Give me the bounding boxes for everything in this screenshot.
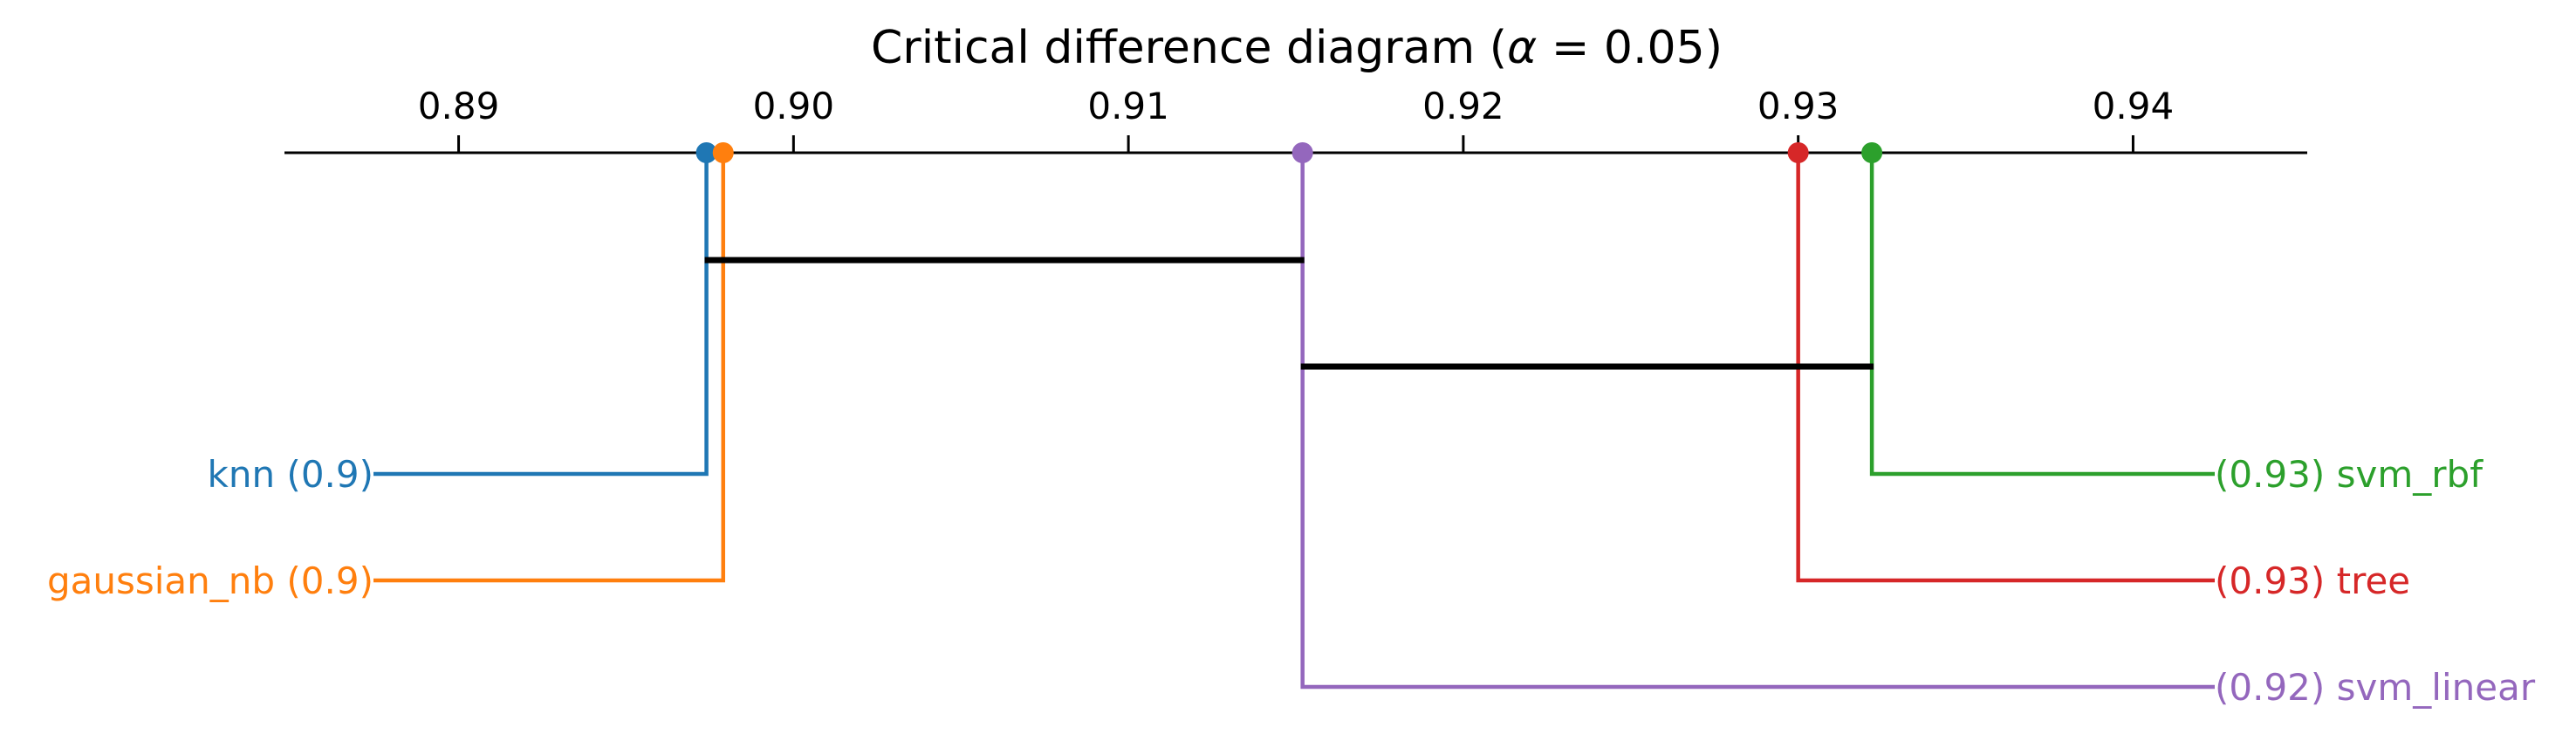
x-tick-label: 0.92 [1422, 85, 1504, 127]
chart-title-suffix: = 0.05) [1537, 22, 1723, 74]
method-marker-tree [1787, 142, 1809, 163]
chart-title: Critical difference diagram (α = 0.05) [871, 22, 1723, 74]
x-tick-label: 0.89 [418, 85, 500, 127]
chart-title-prefix: Critical difference diagram ( [871, 22, 1507, 74]
method-marker-svm_linear [1291, 142, 1313, 163]
x-tick-label: 0.90 [753, 85, 835, 127]
method-connector-svm_linear [1300, 153, 2215, 690]
method-label-knn: knn (0.9) [208, 453, 373, 496]
x-tick-label: 0.94 [2093, 85, 2175, 127]
x-axis-ticks: 0.89 0.90 0.91 0.92 0.93 0.94 [418, 85, 2174, 153]
method-connector-knn [373, 153, 709, 477]
method-label-tree: (0.93) tree [2215, 559, 2410, 602]
method-label-svm_linear: (0.92) svm_linear [2215, 666, 2536, 709]
method-marker-svm_rbf [1861, 142, 1883, 163]
method-connector-svm_rbf [1869, 153, 2215, 477]
x-tick-label: 0.93 [1757, 85, 1840, 127]
method-marker-knn [695, 142, 717, 163]
method-marker-gaussian_nb [712, 142, 734, 163]
method-label-svm_rbf: (0.93) svm_rbf [2215, 453, 2484, 496]
method-markers: knn (0.9) gaussian_nb (0.9) (0.93) svm_rbf… [47, 142, 2536, 709]
clique-bars [704, 257, 1874, 370]
method-label-gaussian_nb: gaussian_nb (0.9) [47, 559, 373, 602]
method-connector-gaussian_nb [373, 153, 725, 583]
method-connector-tree [1796, 153, 2215, 583]
chart-title-symbol: α [1507, 22, 1537, 74]
x-tick-label: 0.91 [1087, 85, 1169, 127]
